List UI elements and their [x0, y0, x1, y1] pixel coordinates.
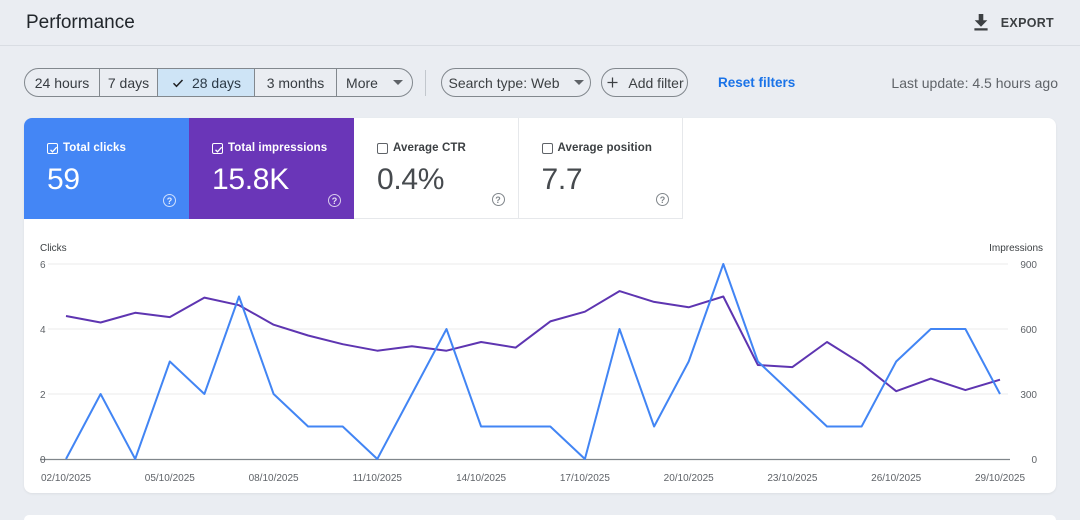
svg-text:Impressions: Impressions: [989, 243, 1043, 254]
svg-text:23/10/2025: 23/10/2025: [767, 473, 817, 484]
svg-text:11/10/2025: 11/10/2025: [353, 473, 403, 484]
svg-text:26/10/2025: 26/10/2025: [871, 473, 921, 484]
svg-text:14/10/2025: 14/10/2025: [456, 473, 506, 484]
svg-text:0: 0: [40, 455, 46, 466]
svg-text:05/10/2025: 05/10/2025: [145, 473, 195, 484]
svg-text:900: 900: [1020, 260, 1037, 271]
svg-text:2: 2: [40, 390, 46, 401]
svg-text:4: 4: [40, 325, 46, 336]
svg-text:17/10/2025: 17/10/2025: [560, 473, 610, 484]
svg-text:6: 6: [40, 260, 46, 271]
svg-text:Clicks: Clicks: [40, 243, 67, 254]
svg-text:300: 300: [1020, 390, 1037, 401]
svg-text:29/10/2025: 29/10/2025: [975, 473, 1025, 484]
svg-text:0: 0: [1031, 455, 1037, 466]
svg-text:08/10/2025: 08/10/2025: [249, 473, 299, 484]
svg-text:02/10/2025: 02/10/2025: [41, 473, 91, 484]
svg-text:20/10/2025: 20/10/2025: [664, 473, 714, 484]
svg-text:600: 600: [1020, 325, 1037, 336]
